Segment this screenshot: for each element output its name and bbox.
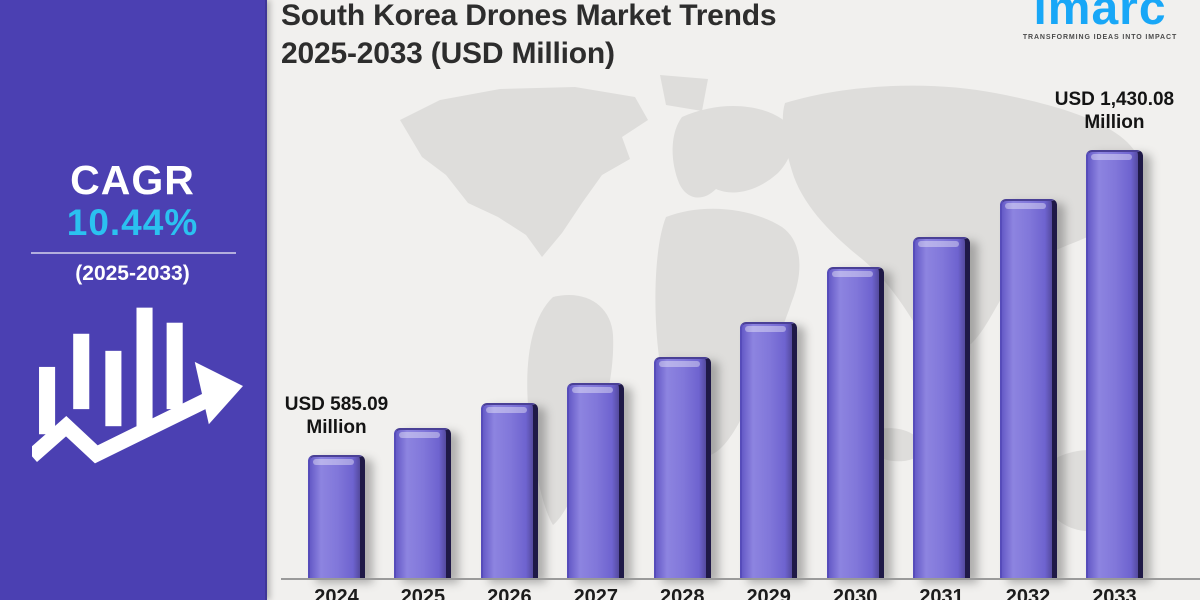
data-label-2024: USD 585.09 Million [284, 394, 389, 438]
data-label-2033: USD 1,430.08 Million [1054, 89, 1175, 133]
x-tick-label-2032: 2032 [1005, 586, 1051, 600]
bar-cell-2029: 2029 [740, 0, 798, 600]
x-axis-line [281, 578, 1200, 580]
bar-cell-2033: 2033 USD 1,430.08 Million [1055, 0, 1174, 600]
bar-cell-2027: 2027 [567, 0, 625, 600]
divider-line [31, 252, 236, 254]
cagr-label: CAGR [70, 157, 195, 203]
bar-cell-2025: 2025 [394, 0, 452, 600]
bar-cell-2031: 2031 [913, 0, 971, 600]
bar-cell-2032: 2032 [999, 0, 1057, 600]
bar-2028 [653, 357, 711, 579]
x-tick-label-2031: 2031 [919, 586, 964, 600]
cagr-value: 10.44% [66, 202, 199, 243]
bar-cell-2030: 2030 [826, 0, 884, 600]
bar-2026 [480, 403, 538, 579]
bar-2025 [394, 428, 452, 579]
bar-cell-2024: 2024 USD 585.09 Million [285, 0, 389, 600]
bar-2027 [567, 383, 625, 579]
x-tick-label-2024: 2024 [314, 586, 359, 600]
growth-chart-icon [32, 307, 243, 464]
x-tick-label-2026: 2026 [487, 586, 532, 600]
bar-2032 [999, 199, 1057, 579]
cagr-panel: CAGR 10.44% (2025-2033) [0, 0, 267, 600]
bar-chart: 2024 USD 585.09 Million 2025 2026 2027 2028 202… [285, 0, 1174, 600]
bar-2031 [913, 237, 971, 579]
x-tick-label-2025: 2025 [400, 586, 446, 600]
cagr-period: (2025-2033) [75, 262, 190, 285]
bar-2033 [1085, 150, 1143, 579]
x-tick-label-2027: 2027 [573, 586, 619, 600]
imarc-logo-wordmark: imarc [1033, 0, 1167, 35]
x-tick-label-2030: 2030 [832, 586, 878, 600]
bar-cell-2026: 2026 [480, 0, 538, 600]
imarc-logo: imarc TRANSFORMING IDEAS INTO IMPACT [1014, 0, 1186, 41]
bar-2029 [740, 322, 798, 579]
x-tick-label-2033: 2033 [1092, 586, 1137, 600]
bar-2024 [308, 455, 365, 579]
x-tick-label-2029: 2029 [746, 586, 791, 600]
x-tick-label-2028: 2028 [660, 586, 705, 600]
bar-2030 [826, 267, 884, 579]
page-title: South Korea Drones Market Trends 2025-20… [281, 0, 777, 73]
title-line-2: 2025-2033 (USD Million) [281, 37, 615, 70]
bar-cell-2028: 2028 [653, 0, 711, 600]
imarc-logo-tagline: TRANSFORMING IDEAS INTO IMPACT [1022, 34, 1178, 41]
title-line-1: South Korea Drones Market Trends [281, 0, 777, 32]
